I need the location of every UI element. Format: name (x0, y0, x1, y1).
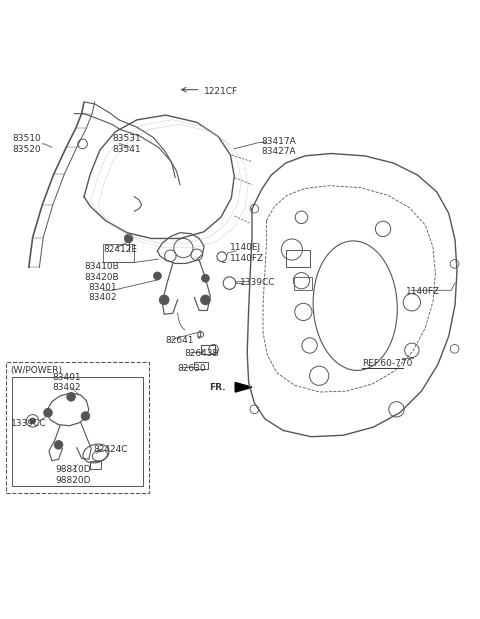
Text: 83417A
83427A: 83417A 83427A (262, 137, 296, 156)
Circle shape (159, 295, 169, 305)
Text: 82630: 82630 (178, 363, 206, 373)
Bar (90, 461, 101, 469)
Text: 98810D
98820D: 98810D 98820D (55, 465, 91, 485)
Text: FR.: FR. (209, 383, 225, 392)
Circle shape (44, 409, 52, 417)
Text: 83510
83520: 83510 83520 (12, 134, 41, 154)
Text: REF.60-770: REF.60-770 (362, 359, 413, 368)
Text: 83531
83541: 83531 83541 (113, 134, 142, 154)
Bar (6, 362, 149, 493)
Polygon shape (235, 383, 252, 392)
Bar (286, 251, 310, 267)
Text: 83410B
83420B: 83410B 83420B (84, 262, 119, 282)
Text: 82412E: 82412E (103, 245, 137, 254)
Bar (194, 362, 208, 369)
Text: 82424C: 82424C (94, 445, 128, 454)
Text: 1339CC: 1339CC (240, 278, 276, 287)
Text: 1140EJ
1140FZ: 1140EJ 1140FZ (230, 243, 264, 262)
Text: 1339CC: 1339CC (11, 419, 46, 428)
Circle shape (67, 392, 75, 401)
Text: 82641: 82641 (166, 336, 194, 345)
Bar (294, 277, 312, 290)
Bar (201, 345, 215, 353)
Text: 1140FZ: 1140FZ (406, 287, 440, 296)
Circle shape (30, 418, 36, 424)
Bar (12, 377, 143, 486)
Circle shape (124, 234, 133, 243)
Circle shape (201, 295, 210, 305)
Circle shape (154, 272, 161, 280)
Circle shape (54, 441, 63, 449)
Text: 83401
83402: 83401 83402 (53, 373, 82, 392)
Bar (103, 245, 134, 262)
Text: 82643B: 82643B (185, 349, 219, 358)
Circle shape (81, 412, 90, 420)
Text: 83401
83402: 83401 83402 (89, 283, 118, 303)
Text: (W/POWER): (W/POWER) (11, 366, 62, 376)
Text: 1221CF: 1221CF (204, 87, 238, 95)
Circle shape (202, 274, 209, 282)
